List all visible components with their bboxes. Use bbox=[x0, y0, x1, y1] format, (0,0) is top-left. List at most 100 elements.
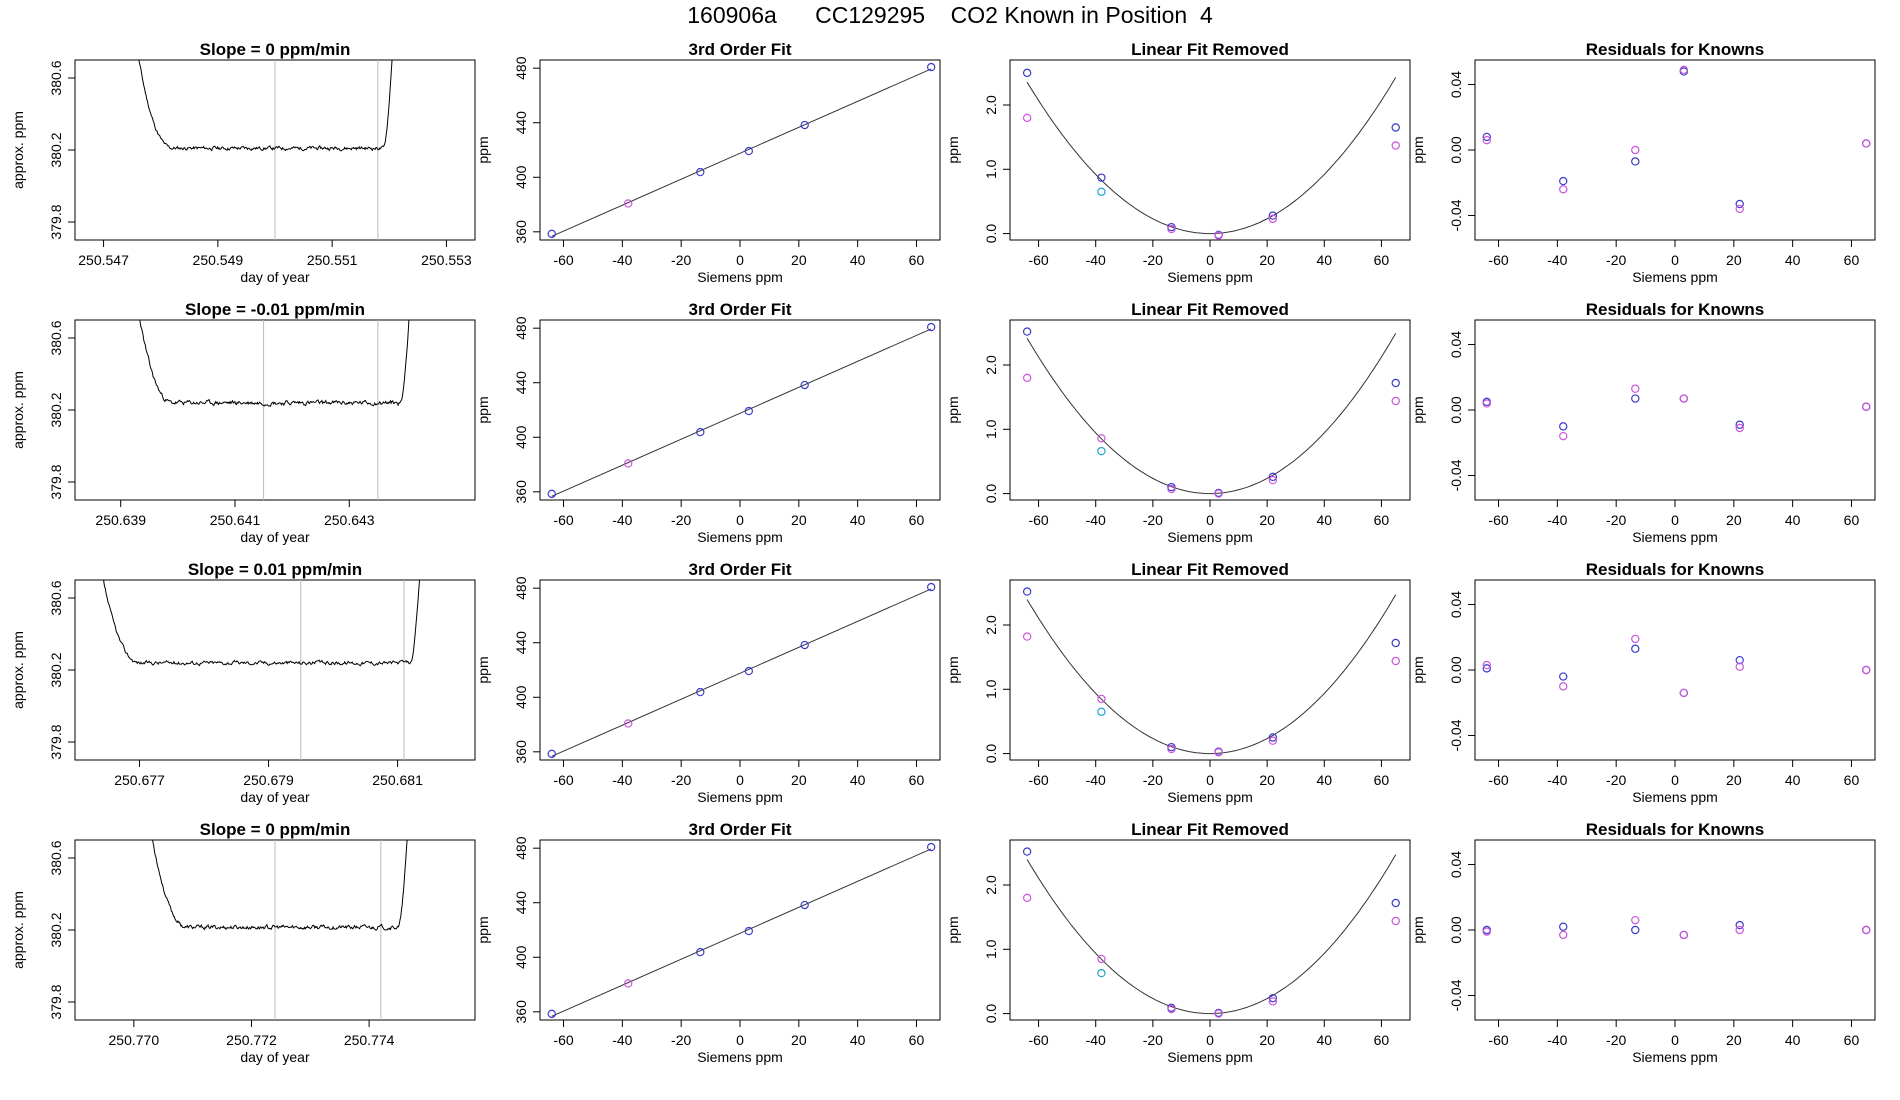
x-tick-label: -60 bbox=[553, 772, 573, 788]
data-point bbox=[926, 322, 936, 332]
y-tick-label: 0.0 bbox=[983, 224, 999, 244]
x-tick-label: 250.641 bbox=[210, 512, 261, 528]
x-axis-label: Siemens ppm bbox=[1632, 269, 1718, 285]
data-point bbox=[1214, 748, 1223, 757]
x-tick-label: -40 bbox=[1086, 772, 1106, 788]
y-tick-label: 1.0 bbox=[983, 679, 999, 699]
x-tick-label: -60 bbox=[553, 1032, 573, 1048]
y-tick-label: 360 bbox=[513, 220, 529, 244]
x-axis-label: Siemens ppm bbox=[1167, 789, 1253, 805]
data-point bbox=[800, 120, 809, 130]
data-point bbox=[1679, 930, 1689, 940]
data-point bbox=[547, 229, 556, 239]
data-point bbox=[1022, 327, 1032, 336]
data-point bbox=[1482, 399, 1491, 408]
x-tick-label: -40 bbox=[1547, 1032, 1567, 1048]
panel-title: Linear Fit Removed bbox=[1131, 300, 1289, 319]
y-axis-label: ppm bbox=[475, 656, 491, 683]
data-point bbox=[1391, 656, 1400, 666]
panel-r2-res: Residuals for Knowns -60 -40 -20 0 20 40 60 -0.0… bbox=[1410, 300, 1876, 545]
concentration-trace bbox=[103, 580, 421, 667]
data-point bbox=[547, 489, 556, 499]
data-point bbox=[1559, 672, 1568, 681]
x-tick-label: -40 bbox=[1086, 512, 1106, 528]
plot-area bbox=[1022, 327, 1400, 498]
data-point bbox=[1097, 694, 1106, 704]
x-tick-label: 20 bbox=[1726, 252, 1742, 268]
x-tick-label: -60 bbox=[1028, 512, 1048, 528]
x-tick-label: -40 bbox=[1547, 512, 1567, 528]
data-point bbox=[800, 640, 809, 650]
y-axis-label: ppm bbox=[1410, 136, 1426, 163]
data-point bbox=[1022, 632, 1032, 641]
data-point bbox=[1631, 145, 1640, 155]
plot-frame bbox=[1009, 579, 1411, 761]
y-tick-label: 380.6 bbox=[48, 60, 64, 95]
panel-r4-fit: 3rd Order Fit -60 -40 -20 0 20 40 60 360 400 440 48… bbox=[475, 820, 941, 1065]
y-tick-label: 2.0 bbox=[983, 355, 999, 375]
panel-title: Slope = 0 ppm/min bbox=[200, 40, 351, 59]
data-point bbox=[1097, 707, 1106, 716]
panel-r4-res: Residuals for Knowns -60 -40 -20 0 20 40 60 -0.0… bbox=[1410, 820, 1876, 1065]
data-point bbox=[1559, 930, 1568, 940]
y-tick-label: 380.6 bbox=[48, 840, 64, 875]
data-point bbox=[1861, 139, 1871, 148]
x-tick-label: 40 bbox=[1316, 772, 1332, 788]
x-tick-label: -40 bbox=[1086, 1032, 1106, 1048]
plot-area bbox=[138, 60, 393, 240]
y-tick-label: 0.00 bbox=[1448, 136, 1464, 163]
data-point bbox=[1268, 993, 1278, 1003]
panel-title: 3rd Order Fit bbox=[689, 40, 792, 59]
data-point bbox=[1482, 927, 1491, 936]
y-tick-label: 400 bbox=[513, 425, 529, 449]
x-tick-label: 0 bbox=[736, 512, 744, 528]
x-axis-label: Siemens ppm bbox=[1167, 529, 1253, 545]
data-point bbox=[1559, 176, 1568, 186]
y-tick-label: 440 bbox=[513, 891, 529, 915]
data-point bbox=[1268, 211, 1278, 220]
data-point bbox=[1268, 733, 1278, 742]
data-point bbox=[1391, 141, 1400, 150]
y-tick-label: 0.00 bbox=[1448, 656, 1464, 683]
data-point bbox=[1631, 925, 1640, 935]
x-axis-label: day of year bbox=[240, 529, 310, 545]
x-axis-label: Siemens ppm bbox=[697, 269, 783, 285]
data-point bbox=[1735, 204, 1744, 214]
x-tick-label: 0 bbox=[1671, 512, 1679, 528]
data-point bbox=[624, 979, 633, 988]
y-axis-label: ppm bbox=[475, 916, 491, 943]
data-point bbox=[1735, 920, 1744, 930]
x-tick-label: -20 bbox=[1606, 772, 1626, 788]
concentration-trace bbox=[138, 60, 393, 152]
x-tick-label: -40 bbox=[612, 512, 632, 528]
panel-r2-lin: Linear Fit Removed -60 -40 -20 0 20 40 60 0.0 1.0… bbox=[945, 300, 1411, 545]
data-point bbox=[624, 719, 633, 728]
panel-title: Slope = -0.01 ppm/min bbox=[185, 300, 365, 319]
x-axis-label: day of year bbox=[240, 789, 310, 805]
panel-r4-lin: Linear Fit Removed -60 -40 -20 0 20 40 60 0.0 1.0… bbox=[945, 820, 1411, 1065]
x-tick-label: 0 bbox=[1671, 1032, 1679, 1048]
x-tick-label: 60 bbox=[1844, 252, 1860, 268]
plot-frame bbox=[74, 579, 476, 761]
data-point bbox=[1631, 157, 1640, 166]
data-point bbox=[696, 947, 705, 957]
data-point bbox=[1735, 423, 1744, 433]
panel-r1-fit: 3rd Order Fit -60 -40 -20 0 20 40 60 360 400 440 48… bbox=[475, 40, 941, 285]
x-tick-label: -40 bbox=[612, 252, 632, 268]
x-tick-label: 60 bbox=[909, 252, 925, 268]
panel-r4-trace: Slope = 0 ppm/min 250.770 250.772 250.774 37… bbox=[10, 820, 476, 1065]
plot-area bbox=[1482, 384, 1871, 441]
plot-area bbox=[1482, 915, 1871, 940]
plot-frame bbox=[539, 319, 941, 501]
panel-title: Linear Fit Removed bbox=[1131, 820, 1289, 839]
panel-title: Linear Fit Removed bbox=[1131, 40, 1289, 59]
plot-frame bbox=[1009, 59, 1411, 241]
data-point bbox=[624, 459, 633, 468]
data-point bbox=[1735, 662, 1744, 671]
x-tick-label: 60 bbox=[1844, 772, 1860, 788]
y-tick-label: 380.6 bbox=[48, 580, 64, 615]
data-point bbox=[1097, 968, 1106, 978]
data-point bbox=[1861, 925, 1871, 935]
x-tick-label: 250.774 bbox=[344, 1032, 395, 1048]
y-tick-label: 440 bbox=[513, 371, 529, 395]
